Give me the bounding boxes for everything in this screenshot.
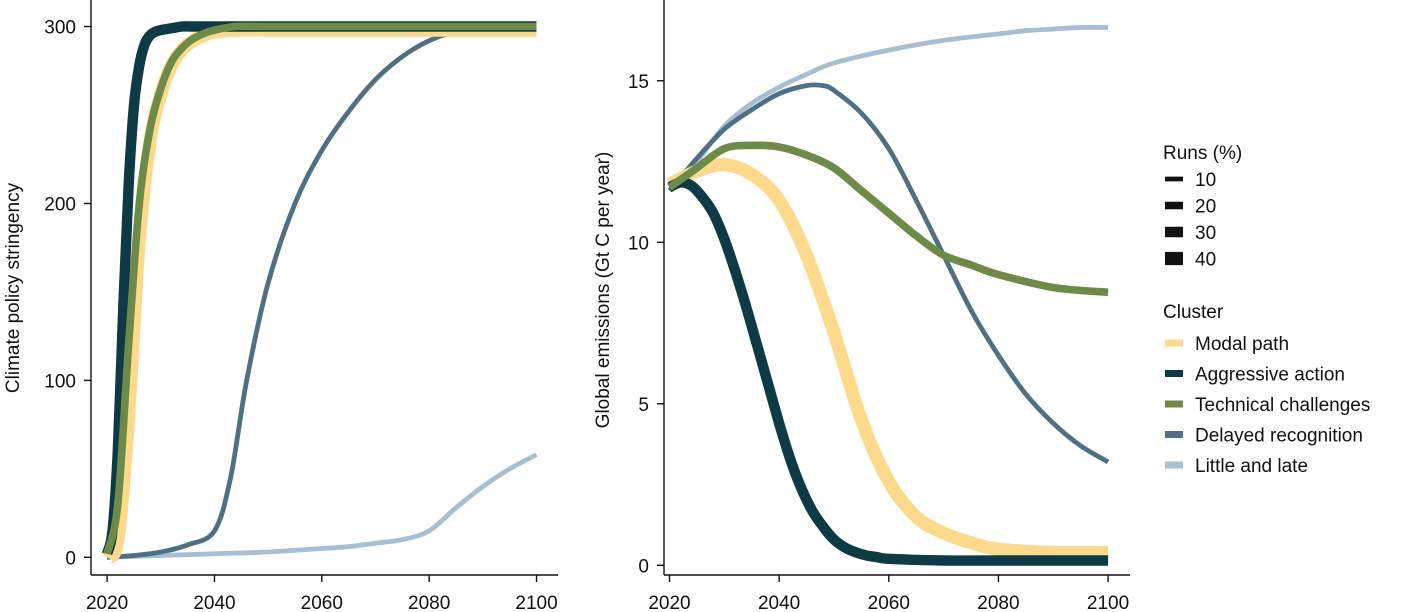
- stringency-y-tick-label: 0: [65, 548, 76, 569]
- cluster-legend-items: Modal path Aggressive action Technical cha…: [1165, 334, 1370, 477]
- emissions-y-tick-label: 15: [628, 72, 649, 93]
- emissions-series-modal-path: [666, 158, 1109, 560]
- emissions-x-tick-label: 2100: [1087, 593, 1129, 612]
- emissions-y-tick-label: 5: [638, 395, 649, 416]
- stringency-x-tick-label: 2020: [86, 593, 128, 612]
- stringency-x-tick-label: 2100: [515, 593, 557, 612]
- emissions-ticks: 2020 2040 2060 2080 2100 0 5 10 15: [628, 72, 1129, 612]
- stringency-y-axis-title: Climate policy stringency: [3, 182, 24, 393]
- stringency-ticks: 2020 2040 2060 2080 2100 0 100 200 300: [44, 18, 557, 612]
- emissions-y-tick-label: 10: [628, 233, 649, 254]
- legend: Runs (%) 10 20 30 40 Cluster Modal path Aggr…: [1163, 143, 1370, 477]
- emissions-x-tick-label: 2080: [977, 593, 1019, 612]
- emissions-series-technical-challenges: [667, 141, 1109, 297]
- emissions-y-axis-title: Global emissions (Gt C per year): [593, 152, 614, 429]
- stringency-x-tick-label: 2040: [193, 593, 235, 612]
- cluster-legend-label: Delayed recognition: [1195, 426, 1363, 447]
- emissions-y-tick-label: 0: [638, 556, 649, 577]
- cluster-legend-label: Little and late: [1195, 456, 1308, 477]
- runs-legend-items: 10 20 30 40: [1165, 170, 1216, 271]
- stringency-series-little-and-late: [107, 452, 538, 560]
- stringency-y-tick-label: 200: [44, 194, 76, 215]
- emissions-x-tick-label: 2040: [758, 593, 800, 612]
- stringency-series-delayed-recognition: [106, 27, 537, 560]
- cluster-legend-label: Technical challenges: [1195, 395, 1370, 416]
- stringency-panel: 2020 2040 2060 2080 2100 0 100 200 300 Climate p…: [3, 0, 558, 612]
- stringency-series: [101, 21, 538, 564]
- emissions-series-delayed-recognition: [667, 82, 1110, 464]
- emissions-x-tick-label: 2060: [868, 593, 910, 612]
- stringency-x-tick-label: 2080: [408, 593, 450, 612]
- cluster-legend-label: Modal path: [1195, 334, 1289, 355]
- stringency-y-tick-label: 300: [44, 18, 76, 39]
- stringency-x-tick-label: 2060: [301, 593, 343, 612]
- emissions-x-tick-label: 2020: [648, 593, 690, 612]
- stringency-series-aggressive-action: [102, 21, 537, 556]
- stringency-series-technical-challenges: [103, 22, 537, 555]
- runs-legend-label: 30: [1195, 223, 1216, 244]
- emissions-series-little-and-late: [667, 24, 1109, 193]
- runs-legend-title: Runs (%): [1163, 143, 1242, 164]
- runs-legend-label: 10: [1195, 170, 1216, 191]
- runs-legend-label: 20: [1195, 197, 1216, 218]
- emissions-series: [666, 24, 1110, 566]
- stringency-y-tick-label: 100: [44, 371, 76, 392]
- emissions-series-aggressive-action: [667, 177, 1109, 566]
- cluster-legend-title: Cluster: [1163, 302, 1224, 323]
- cluster-legend-label: Aggressive action: [1195, 365, 1345, 386]
- runs-legend-label: 40: [1195, 250, 1216, 271]
- stringency-series-modal-path: [101, 23, 537, 564]
- emissions-panel: 2020 2040 2060 2080 2100 0 5 10 15 Global emissi…: [593, 0, 1130, 612]
